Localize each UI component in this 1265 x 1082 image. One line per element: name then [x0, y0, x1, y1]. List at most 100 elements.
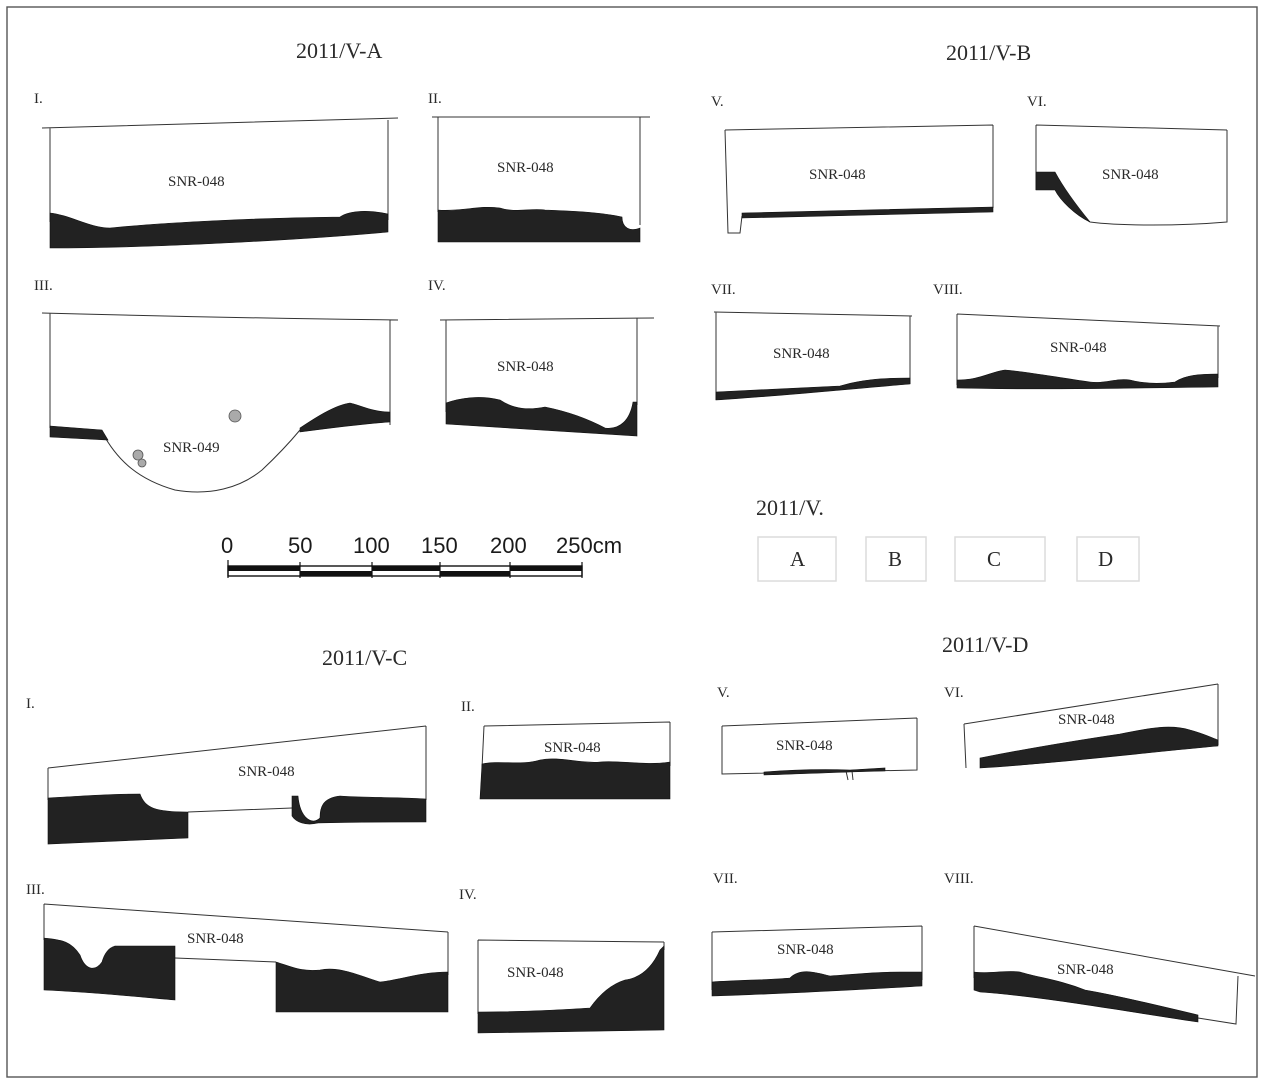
unit-label: SNR-048	[777, 942, 834, 958]
profile-c-2: II. SNR-048	[461, 699, 671, 800]
fill-layer	[49, 211, 389, 249]
unit-label: SNR-048	[809, 167, 866, 183]
unit-label: SNR-048	[544, 740, 601, 756]
fill-layer	[956, 369, 1219, 390]
profile-c-1: I. SNR-048	[26, 696, 427, 845]
unit-label: SNR-048	[497, 359, 554, 375]
profile-label: I.	[26, 696, 35, 712]
stone-inclusion	[137, 458, 147, 468]
unit-label: SNR-049	[163, 440, 220, 456]
profile-outline	[973, 925, 1256, 1025]
profile-outline	[41, 312, 399, 493]
profile-a-2: II. SNR-048	[428, 91, 650, 243]
key-box-c	[954, 536, 1046, 582]
fill-layer	[1035, 171, 1091, 223]
trench-key: 2011/V. A B C D	[756, 495, 1140, 582]
fill-layer	[299, 402, 391, 433]
fill-layer	[715, 377, 911, 401]
profile-outline	[432, 116, 650, 225]
profile-label: VI.	[944, 685, 964, 701]
profile-label: II.	[428, 91, 442, 107]
scale-tick-label: 50	[288, 533, 312, 558]
profile-d-8: VIII. SNR-048	[944, 871, 1256, 1025]
profile-b-8: VIII. SNR-048	[933, 282, 1221, 390]
profile-a-4: IV. SNR-048	[428, 278, 655, 437]
profile-outline	[43, 903, 449, 975]
fill-layer	[49, 425, 109, 441]
scale-tick-label: 100	[353, 533, 390, 558]
key-box-d-label: D	[1098, 547, 1113, 571]
key-box-b-label: B	[888, 547, 902, 571]
fill-layer	[479, 758, 671, 800]
profile-a-3: III. SNR-049	[34, 278, 399, 493]
scale-segment	[440, 571, 510, 576]
profile-label: III.	[26, 882, 45, 898]
profile-label: VI.	[1027, 94, 1047, 110]
profile-outline	[481, 721, 671, 769]
section-c-title: 2011/V-C	[322, 645, 407, 670]
section-b-title: 2011/V-B	[946, 40, 1031, 65]
profile-label: VII.	[711, 282, 736, 298]
key-box-c-label: C	[987, 547, 1001, 571]
profile-a-1: I. SNR-048	[34, 91, 399, 249]
profile-d-7: VII. SNR-048	[711, 871, 923, 997]
profile-b-5: V. SNR-048	[711, 94, 994, 234]
fill-layer	[711, 971, 923, 997]
scale-segment	[372, 566, 440, 571]
scale-segment	[300, 571, 372, 576]
unit-label: SNR-048	[507, 965, 564, 981]
key-box-a	[757, 536, 837, 582]
sheet-border	[6, 6, 1258, 1078]
fill-layer	[763, 767, 886, 776]
profile-outline	[711, 925, 923, 990]
profile-d-5: V. SNR-048	[717, 685, 918, 781]
profile-label: V.	[717, 685, 730, 701]
section-c: 2011/V-C I. SNR-048 II. SNR-048 III. SNR…	[26, 645, 671, 1034]
fill-layer	[741, 206, 994, 219]
profile-outline	[956, 313, 1221, 385]
section-b: 2011/V-B V. SNR-048 VI. SNR-048 VII. SNR…	[711, 40, 1228, 401]
scale-ticks	[227, 560, 583, 578]
profile-outline	[724, 124, 994, 234]
section-a: 2011/V-A I. SNR-048 II. SNR-048 III. SNR…	[34, 38, 655, 493]
profile-outline	[963, 683, 1219, 769]
stone-inclusion	[228, 409, 242, 423]
key-box-a-label: A	[790, 547, 806, 571]
profile-label: II.	[461, 699, 475, 715]
key-title: 2011/V.	[756, 495, 824, 520]
profile-outline	[41, 117, 399, 222]
section-d-title: 2011/V-D	[942, 632, 1028, 657]
unit-label: SNR-048	[238, 764, 295, 780]
unit-label: SNR-048	[773, 346, 830, 362]
unit-label: SNR-048	[1102, 167, 1159, 183]
profile-label: IV.	[428, 278, 446, 294]
stone-inclusion	[132, 449, 144, 461]
profile-label: VIII.	[944, 871, 974, 887]
fill-layer	[979, 726, 1219, 769]
profile-c-3: III. SNR-048	[26, 882, 449, 1013]
unit-label: SNR-048	[1050, 340, 1107, 356]
section-a-title: 2011/V-A	[296, 38, 382, 63]
unit-label: SNR-048	[1058, 712, 1115, 728]
scale-tick-label: 150	[421, 533, 458, 558]
profile-label: VIII.	[933, 282, 963, 298]
scale-segment	[510, 566, 582, 571]
scale-bar: 0 50 100 150 200 250cm	[221, 533, 622, 578]
fill-layer	[43, 937, 176, 1001]
scale-segment	[228, 566, 300, 571]
profile-c-4: IV. SNR-048	[459, 887, 665, 1034]
key-box-b	[865, 536, 927, 582]
profile-d-6: VI. SNR-048	[944, 683, 1219, 769]
profile-label: VII.	[713, 871, 738, 887]
profile-b-6: VI. SNR-048	[1027, 94, 1228, 226]
profile-b-7: VII. SNR-048	[711, 282, 913, 401]
profile-label: V.	[711, 94, 724, 110]
profile-outline	[713, 311, 913, 400]
unit-label: SNR-048	[187, 931, 244, 947]
fill-layer	[477, 945, 665, 1034]
unit-label: SNR-048	[168, 174, 225, 190]
profile-outline	[47, 725, 427, 813]
unit-label: SNR-048	[1057, 962, 1114, 978]
fill-layer	[973, 971, 1199, 1023]
